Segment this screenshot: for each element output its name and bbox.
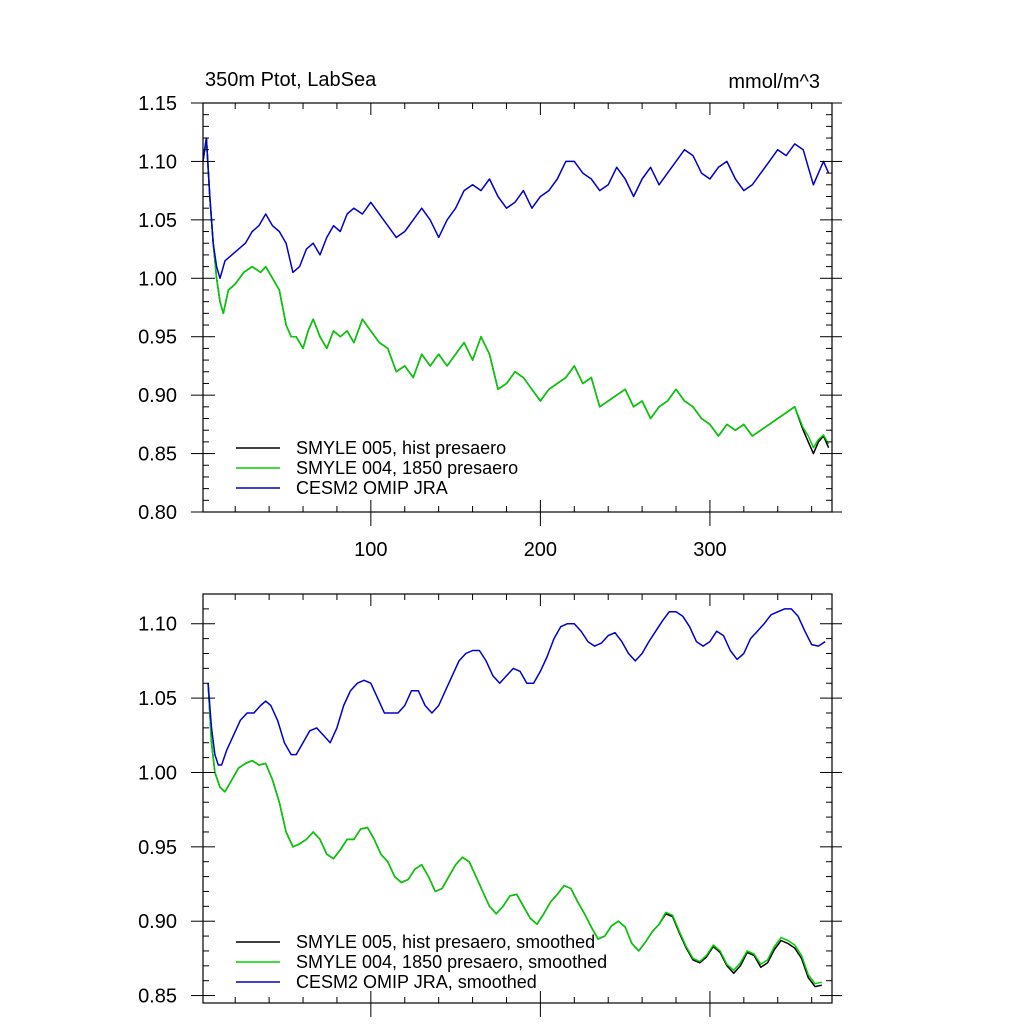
bottom-y-tick-label: 0.95	[138, 837, 177, 859]
top-x-tick-label: 300	[693, 539, 726, 561]
top-chart-plot-frame	[202, 102, 833, 513]
top-y-tick-label: 0.80	[138, 502, 177, 524]
bottom-series-line-2	[207, 608, 826, 766]
top-y-tick-label: 1.10	[138, 151, 177, 173]
top-x-tick-label: 200	[524, 539, 557, 561]
top-series-line-1	[202, 137, 830, 449]
top-x-tick-label: 100	[354, 539, 387, 561]
top-chart-x-tick-labels: 100 200 300	[354, 539, 726, 561]
bottom-legend-label-2: CESM2 OMIP JRA, smoothed	[296, 972, 537, 992]
top-chart-units-label: mmol/m^3	[728, 71, 820, 93]
top-chart-title: 350m Ptot, LabSea	[205, 69, 377, 91]
bottom-y-tick-label: 0.85	[138, 986, 177, 1008]
top-y-tick-label: 1.00	[138, 268, 177, 290]
bottom-legend-label-1: SMYLE 004, 1850 presaero, smoothed	[296, 952, 607, 972]
top-chart-y-tick-labels: 0.80 0.85 0.90 0.95 1.00 1.05 1.10 1.15	[138, 93, 177, 524]
bottom-legend-label-0: SMYLE 005, hist presaero, smoothed	[296, 932, 595, 952]
top-legend-label-0: SMYLE 005, hist presaero	[296, 438, 506, 458]
top-y-tick-label: 1.15	[138, 93, 177, 115]
bottom-chart-legend: SMYLE 005, hist presaero, smoothedSMYLE …	[236, 932, 607, 992]
top-chart-panel: 350m Ptot, LabSea mmol/m^3 0.800.850.900…	[138, 69, 842, 561]
bottom-chart-series-group	[207, 608, 826, 988]
top-chart-series-group	[202, 137, 830, 455]
bottom-series-line-1	[207, 683, 822, 985]
top-y-tick-label: 1.05	[138, 210, 177, 232]
top-legend-label-1: SMYLE 004, 1850 presaero	[296, 458, 518, 478]
top-y-tick-label: 0.85	[138, 444, 177, 466]
bottom-y-tick-label: 0.90	[138, 911, 177, 933]
top-y-tick-label: 0.95	[138, 327, 177, 349]
bottom-chart-plot-frame	[202, 593, 833, 1004]
top-y-tick-label: 0.90	[138, 385, 177, 407]
bottom-y-tick-label: 1.10	[138, 614, 177, 636]
top-chart-ticks	[191, 102, 842, 526]
bottom-y-tick-label: 1.05	[138, 688, 177, 710]
bottom-chart-panel: 0.85 0.90 0.95 1.00 1.05 1.10 SMYLE 005, hist…	[138, 593, 842, 1017]
top-series-line-2	[202, 137, 830, 280]
bottom-y-tick-label: 1.00	[138, 762, 177, 784]
top-legend-label-2: CESM2 OMIP JRA	[296, 478, 448, 498]
bottom-chart-y-tick-labels: 0.85 0.90 0.95 1.00 1.05 1.10	[138, 614, 177, 1008]
bottom-chart-ticks	[191, 593, 842, 1017]
